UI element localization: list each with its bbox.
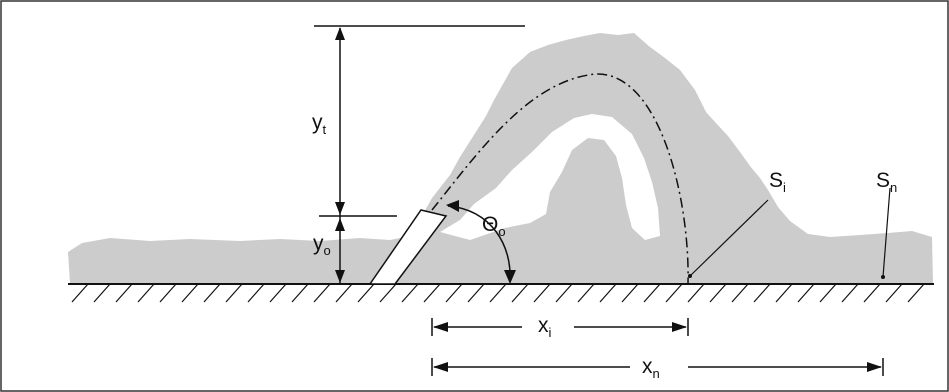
hatch-mark [885, 283, 903, 303]
hatch-mark [797, 283, 815, 303]
hatch-mark [159, 283, 177, 303]
arrowhead [335, 27, 345, 40]
arrowhead [867, 362, 882, 372]
s-n-leader-line [882, 187, 891, 278]
hatch-mark [115, 283, 133, 303]
hatch-mark [753, 283, 771, 303]
hatch-mark [863, 283, 881, 303]
arrowhead [446, 200, 459, 212]
hatch-mark [577, 283, 595, 303]
hatch-mark [467, 283, 485, 303]
hatch-mark [489, 283, 507, 303]
nozzle [368, 209, 448, 285]
hatch-mark [401, 283, 419, 303]
arrowhead [433, 322, 448, 332]
label-s-i: Si [769, 169, 786, 195]
ground-hatching [71, 283, 925, 303]
hatch-mark [291, 283, 309, 303]
s-i-point [688, 274, 692, 278]
hatch-mark [555, 283, 573, 303]
label-x-n: xn [642, 355, 660, 381]
label-y-o: yo [313, 232, 331, 258]
hatch-mark [819, 283, 837, 303]
hatch-mark [313, 283, 331, 303]
hatch-mark [181, 283, 199, 303]
hatch-mark [775, 283, 793, 303]
hatch-mark [225, 283, 243, 303]
hatch-mark [621, 283, 639, 303]
arrowhead [335, 270, 345, 283]
s-n-point [881, 275, 885, 279]
hatch-mark [269, 283, 287, 303]
trajectory-curve [431, 73, 689, 284]
hatch-mark [731, 283, 749, 303]
hatch-mark [599, 283, 617, 303]
hatch-mark [335, 283, 353, 303]
arrowhead [335, 218, 345, 231]
label-s-n: Sn [876, 169, 897, 195]
arrowhead [672, 322, 687, 332]
hatch-mark [247, 283, 265, 303]
label-x-i: xi [538, 314, 552, 340]
hatch-mark [643, 283, 661, 303]
hatch-mark [511, 283, 529, 303]
arrowhead [335, 202, 345, 215]
hatch-mark [709, 283, 727, 303]
label-theta-o: Θo [482, 213, 506, 239]
hatch-mark [137, 283, 155, 303]
label-y-t: yt [312, 111, 327, 137]
hatch-mark [379, 283, 397, 303]
hatch-mark [203, 283, 221, 303]
hatch-mark [357, 283, 375, 303]
hatch-mark [533, 283, 551, 303]
hatch-mark [71, 283, 89, 303]
hatch-mark [93, 283, 111, 303]
hatch-mark [423, 283, 441, 303]
hatch-mark [665, 283, 683, 303]
angle-arc [447, 205, 511, 282]
arrowhead [433, 362, 448, 372]
hatch-mark [687, 283, 705, 303]
arrowhead [504, 270, 516, 284]
plume-shape [68, 33, 933, 283]
hatch-mark [907, 283, 925, 303]
hatch-mark [445, 283, 463, 303]
s-i-leader-line [689, 199, 769, 277]
hatch-mark [841, 283, 859, 303]
